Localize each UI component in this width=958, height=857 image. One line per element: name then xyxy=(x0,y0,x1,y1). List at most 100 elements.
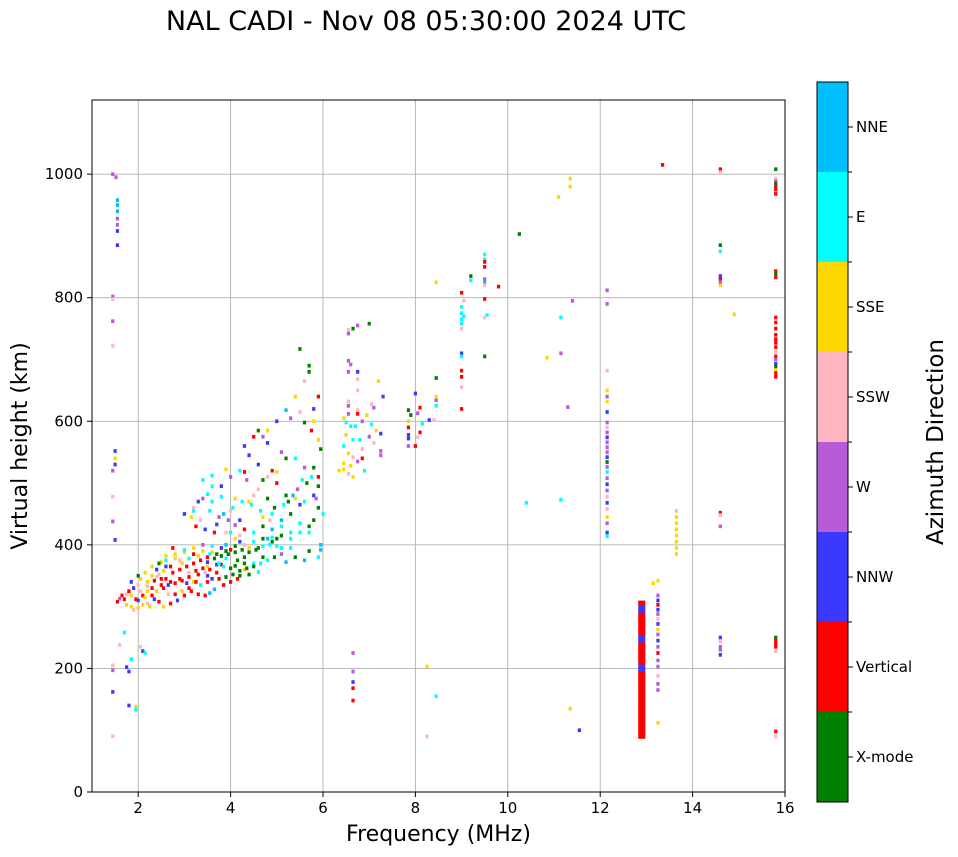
data-point xyxy=(774,644,778,649)
data-point xyxy=(346,471,351,476)
data-point xyxy=(638,659,646,665)
data-point xyxy=(178,576,182,581)
data-point xyxy=(365,413,369,417)
data-point xyxy=(605,507,609,511)
data-point xyxy=(256,546,260,550)
data-point xyxy=(198,583,203,587)
data-point xyxy=(349,463,353,468)
data-point xyxy=(208,567,212,572)
data-point xyxy=(228,566,233,571)
data-point xyxy=(316,555,320,560)
data-point xyxy=(272,555,277,560)
data-point xyxy=(459,305,464,309)
data-point xyxy=(242,555,247,560)
data-point xyxy=(605,494,609,499)
data-point xyxy=(774,326,778,331)
data-point xyxy=(198,518,203,522)
data-point xyxy=(113,538,117,542)
data-point xyxy=(605,425,609,430)
data-point xyxy=(217,561,221,566)
data-point xyxy=(434,280,438,285)
data-point xyxy=(413,444,418,448)
data-point xyxy=(173,592,177,597)
data-point xyxy=(224,467,228,472)
data-point xyxy=(168,564,173,569)
data-point xyxy=(194,568,198,573)
data-point xyxy=(256,428,260,433)
data-point xyxy=(187,575,191,579)
data-point xyxy=(434,398,438,403)
data-point xyxy=(483,264,487,269)
data-point xyxy=(774,320,778,325)
data-point xyxy=(247,499,251,504)
data-point xyxy=(224,575,228,579)
data-point xyxy=(138,644,143,649)
data-point xyxy=(279,450,284,455)
colorbar-label: SSE xyxy=(856,298,885,316)
data-point xyxy=(656,673,660,678)
data-point xyxy=(196,572,200,577)
data-point xyxy=(247,546,251,550)
data-point xyxy=(638,645,646,650)
data-point xyxy=(178,567,182,572)
data-point xyxy=(210,473,214,478)
data-point xyxy=(205,573,210,578)
data-point xyxy=(219,562,223,567)
data-point xyxy=(265,558,270,563)
data-point xyxy=(638,637,646,643)
data-point xyxy=(346,327,351,332)
data-point xyxy=(674,527,679,532)
data-point xyxy=(321,512,325,516)
data-point xyxy=(774,374,778,379)
data-point xyxy=(228,530,233,535)
data-point xyxy=(141,649,145,653)
data-point xyxy=(233,496,237,501)
data-point xyxy=(201,543,205,547)
data-point xyxy=(674,539,679,544)
data-point xyxy=(194,580,198,584)
data-point xyxy=(656,664,660,669)
data-point xyxy=(425,734,429,739)
data-point xyxy=(159,576,163,581)
colorbar-segment xyxy=(817,262,848,352)
data-point xyxy=(427,418,431,422)
data-point xyxy=(605,460,609,464)
data-point xyxy=(168,601,173,606)
data-point xyxy=(353,424,357,429)
data-point xyxy=(605,420,609,425)
data-point xyxy=(638,671,646,676)
data-point xyxy=(638,704,646,710)
data-point xyxy=(111,690,115,694)
data-point xyxy=(289,512,293,516)
data-point xyxy=(638,648,646,654)
data-point xyxy=(131,607,136,612)
data-point xyxy=(774,345,778,349)
data-point xyxy=(111,172,115,176)
data-point xyxy=(674,521,679,526)
data-point xyxy=(224,530,228,535)
data-point xyxy=(360,419,364,424)
data-point xyxy=(242,444,247,448)
data-point xyxy=(125,602,129,607)
data-point xyxy=(406,408,411,413)
data-point xyxy=(732,312,736,317)
data-point xyxy=(469,278,473,283)
data-point xyxy=(459,354,464,359)
data-point xyxy=(210,499,214,504)
data-point xyxy=(718,652,722,657)
data-point xyxy=(483,297,487,301)
data-point xyxy=(656,682,660,686)
data-point xyxy=(774,337,778,341)
data-point xyxy=(233,550,237,555)
data-point xyxy=(205,560,210,565)
data-point xyxy=(129,593,133,598)
data-point xyxy=(180,561,184,566)
data-point xyxy=(416,411,420,416)
data-point xyxy=(152,578,156,583)
data-point xyxy=(115,203,120,207)
data-point xyxy=(115,216,120,221)
data-point xyxy=(228,475,233,479)
data-point xyxy=(656,644,660,649)
data-point xyxy=(656,617,660,621)
